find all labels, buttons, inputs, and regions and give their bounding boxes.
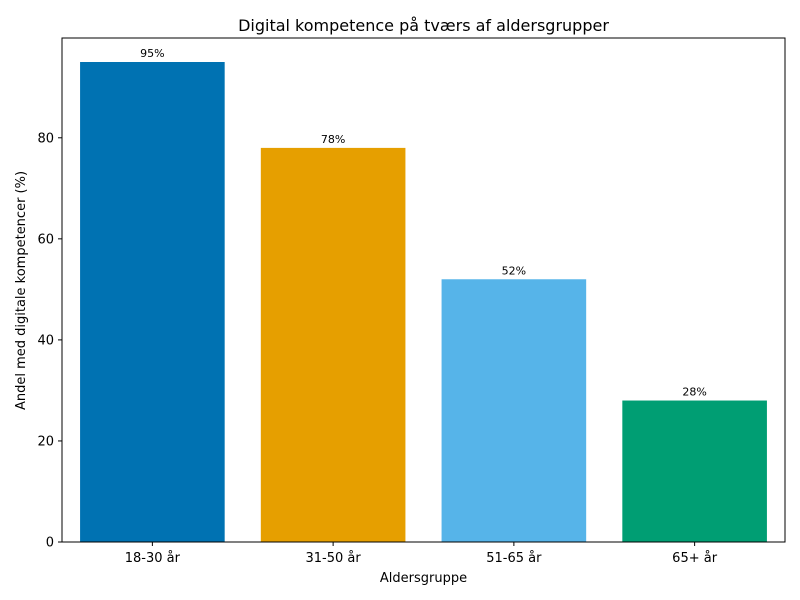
x-axis-label: Aldersgruppe: [380, 571, 467, 586]
bar-3: [441, 279, 587, 542]
y-tick-label-0: 0: [46, 536, 54, 551]
bar-2: [260, 147, 406, 543]
data-label-4: 28%: [682, 386, 706, 399]
bar-1: [80, 62, 225, 542]
chart-title: Digital kompetence på tværs af aldersgru…: [238, 16, 609, 35]
y-axis-label: Andel med digitale kompetencer (%): [14, 171, 29, 410]
x-tick-label-2: 31-50 år: [306, 551, 362, 566]
y-tick-label-60: 60: [37, 232, 54, 247]
data-label-1: 95%: [140, 47, 164, 60]
y-tick-label-80: 80: [37, 131, 54, 146]
y-tick-label-20: 20: [37, 434, 54, 449]
plot-frame: [61, 37, 786, 543]
x-tick-label-1: 18-30 år: [125, 551, 181, 566]
plot-area: 95% 78% 52% 28% 0 20 40 60 80 18-30 år 31-50 år 51-…: [37, 37, 786, 566]
y-tick-label-40: 40: [37, 333, 54, 348]
bar-4: [622, 400, 767, 542]
x-tick-label-4: 65+ år: [672, 551, 718, 566]
data-label-3: 52%: [502, 264, 526, 277]
x-tick-label-3: 51-65 år: [486, 551, 542, 566]
data-label-2: 78%: [321, 133, 345, 146]
